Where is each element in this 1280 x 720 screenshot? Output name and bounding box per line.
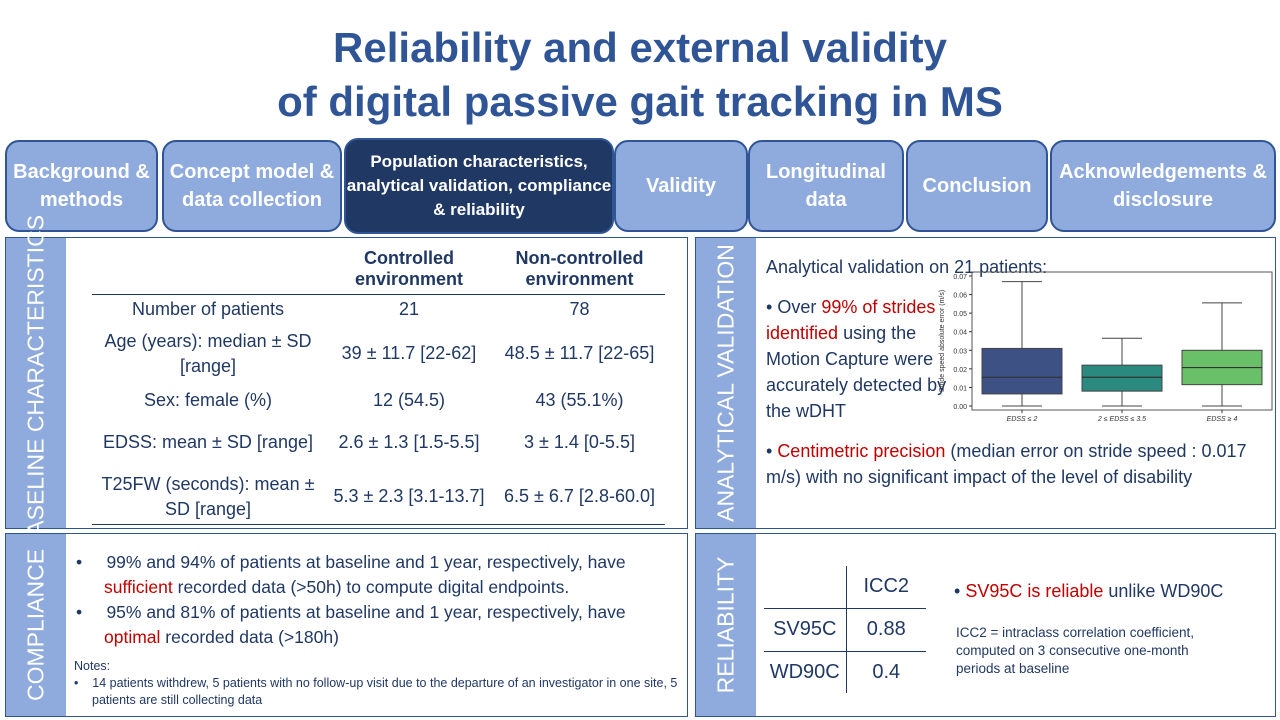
tab-acknowledgements[interactable]: Acknowledgements & disclosure (1050, 140, 1276, 232)
title-line-1: Reliability and external validity (333, 24, 947, 71)
tab-longitudinal[interactable]: Longitudinal data (748, 140, 904, 232)
notes-label: Notes: (74, 659, 111, 673)
tab-validity[interactable]: Validity (614, 140, 748, 232)
table-row: EDSS: mean ± SD [range] 2.6 ± 1.3 [1.5-5.… (103, 432, 635, 453)
reliability-side-label: RELIABILITY (696, 534, 756, 716)
y-tick-label: 0.04 (953, 330, 967, 337)
y-axis-label: Stride speed absolute error (m/s) (939, 290, 946, 392)
analytical-bullet-1: • Over 99% of strides identified using t… (766, 297, 947, 421)
reliability-panel: RELIABILITY ICC2 SV95C 0.88 WD90C 0.4 • SV… (695, 533, 1276, 717)
compliance-side-label: COMPLIANCE (6, 534, 66, 716)
tab-concept-model[interactable]: Concept model & data collection (162, 140, 342, 232)
table-row: SV95C 0.88 (764, 608, 926, 652)
tab-population[interactable]: Population characteristics, analytical v… (344, 138, 614, 234)
notes-item: • 14 patients withdrew, 5 patients with … (74, 676, 678, 707)
box (1081, 364, 1163, 392)
title-line-2: of digital passive gait tracking in MS (277, 78, 1003, 125)
header-controlled: Controlled environment (354, 247, 464, 289)
table-row: WD90C 0.4 (764, 651, 926, 693)
x-tick-label: EDSS ≥ 4 (1207, 416, 1238, 423)
box (981, 347, 1063, 395)
x-tick-label: EDSS ≤ 2 (1007, 416, 1038, 423)
y-tick-label: 0.00 (953, 404, 967, 411)
analytical-text: Analytical validation on 21 patients: • … (766, 254, 1271, 490)
reliability-bullet: • SV95C is reliable unlike WD90C (954, 581, 1224, 601)
baseline-side-label: BASELINE CHARACTERISTICS (6, 215, 66, 551)
compliance-panel: COMPLIANCE • 99% and 94% of patients at … (5, 533, 688, 717)
baseline-table: Controlled environment Non-controlled en… (92, 244, 665, 525)
y-tick-label: 0.05 (953, 311, 967, 318)
icc-header: ICC2 (846, 566, 926, 609)
table-row: Sex: female (%) 12 (54.5) 43 (55.1%) (143, 389, 624, 410)
boxplot-chart: 0.00 0.01 0.02 0.03 0.04 0.05 0.06 0.07 Stride s… (939, 271, 1273, 423)
table-row: T25FW (seconds): mean ± SD [range] 5.3 ± … (92, 470, 665, 524)
icc-table: ICC2 SV95C 0.88 WD90C 0.4 (764, 566, 926, 693)
y-tick-label: 0.03 (953, 348, 967, 355)
tab-conclusion[interactable]: Conclusion (906, 140, 1048, 232)
table-row: Number of patients 21 78 (131, 298, 590, 319)
analytical-bullet-2: • Centimetric precision (median error on… (766, 441, 1247, 487)
tab-background[interactable]: Background & methods (5, 140, 158, 232)
y-tick-label: 0.01 (953, 385, 967, 392)
analytical-side-label: ANALYTICAL VALIDATION (696, 238, 756, 528)
analytical-panel: ANALYTICAL VALIDATION Analytical validat… (695, 237, 1276, 529)
icc-note: ICC2 = intraclass correlation coefficien… (956, 625, 1194, 676)
header-noncontrolled: Non-controlled environment (515, 247, 644, 289)
y-tick-label: 0.02 (953, 367, 967, 374)
x-tick-label: 2 ≤ EDSS ≤ 3.5 (1097, 416, 1146, 423)
compliance-text: • 99% and 94% of patients at baseline an… (74, 550, 686, 709)
compliance-bullet-1: • 99% and 94% of patients at baseline an… (76, 552, 626, 597)
y-tick-label: 0.07 (953, 274, 967, 281)
y-tick-label: 0.06 (953, 293, 967, 300)
baseline-panel: BASELINE CHARACTERISTICS Controlled envi… (5, 215, 688, 551)
compliance-bullet-2: • 95% and 81% of patients at baseline an… (76, 602, 626, 647)
table-row: Age (years): median ± SD [range] 39 ± 11.… (104, 330, 655, 376)
